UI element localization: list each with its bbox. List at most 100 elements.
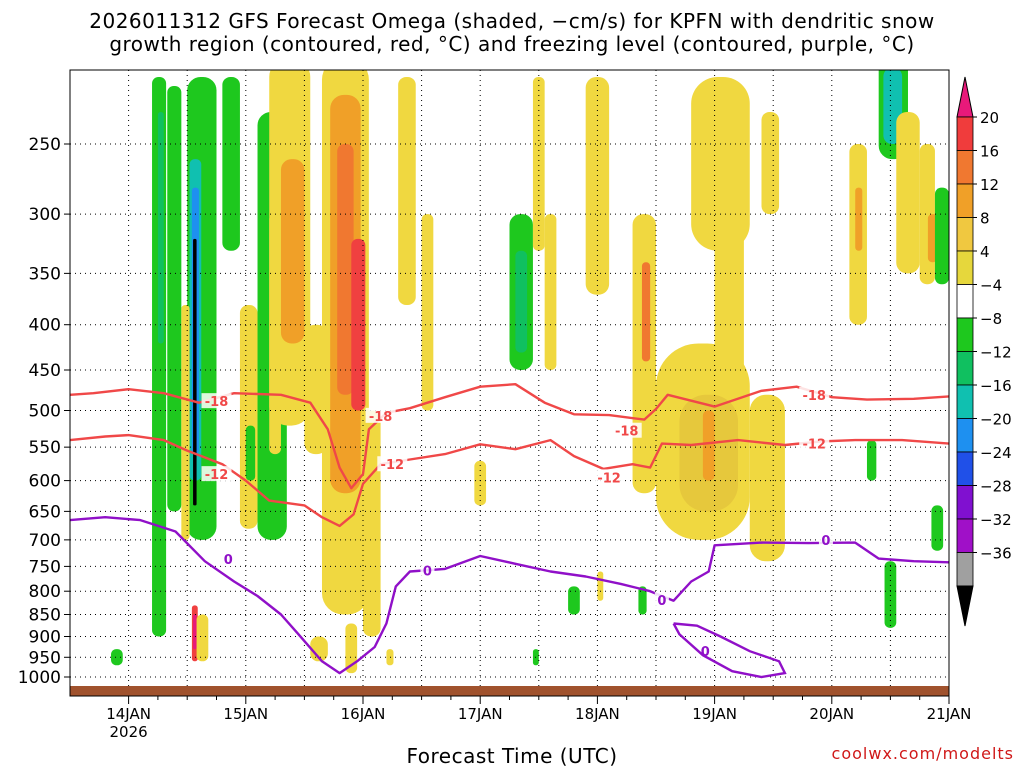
colorbar-segment (956, 518, 974, 553)
colorbar-label: 8 (980, 210, 990, 228)
pressure-axis: 2503003504004505005506006507007508008509… (18, 135, 70, 688)
omega-cell (691, 76, 750, 251)
pressure-tick-label: 400 (29, 316, 61, 336)
omega-cell (568, 586, 580, 615)
contour-line (70, 383, 949, 490)
contour-label: -12 (205, 468, 229, 483)
omega-cell (866, 440, 877, 481)
omega-cell (896, 111, 920, 274)
omega-cell (280, 159, 305, 344)
contour-label-bg (799, 435, 830, 451)
omega-cell (714, 214, 744, 395)
contour-label: -18 (802, 389, 826, 404)
colorbar-segment (956, 351, 974, 386)
colorbar-segment (956, 217, 974, 252)
omega-cell (934, 187, 949, 285)
colorbar-label: −8 (980, 310, 1002, 328)
strong-ascent-core (193, 238, 197, 506)
omega-cell (855, 187, 863, 251)
contour-line (70, 516, 949, 675)
omega-cell (245, 425, 256, 481)
chart-title-line-1: 2026011312 GFS Forecast Omega (shaded, −… (89, 9, 935, 33)
colorbar-label: −4 (980, 277, 1002, 295)
colorbar-label: −20 (980, 411, 1012, 429)
contour-label-bg (201, 393, 232, 409)
omega-cell (702, 410, 715, 481)
time-tick-sublabel: 2026 (110, 723, 148, 741)
colorbar-segment (956, 76, 974, 118)
time-tick-label: 18JAN (575, 705, 620, 723)
contour-label-bg (818, 531, 833, 547)
omega-cell (544, 214, 557, 370)
pressure-tick-label: 800 (29, 582, 61, 602)
contour-label: -12 (597, 471, 621, 486)
pressure-tick-label: 950 (29, 648, 61, 668)
omega-cell (398, 76, 416, 305)
colorbar-segment (956, 116, 974, 151)
omega-cell (239, 304, 258, 529)
colorbar-segment (956, 183, 974, 218)
colorbar-label: −24 (980, 444, 1012, 462)
pressure-tick-label: 250 (29, 135, 61, 155)
pressure-tick-label: 500 (29, 402, 61, 422)
contour-label-bg (611, 422, 642, 438)
contour-label: 0 (224, 553, 233, 568)
contour-label: -18 (205, 395, 229, 410)
terrain-ground-strip (70, 686, 949, 696)
omega-cell (386, 649, 394, 666)
omega-cell (749, 394, 785, 562)
colorbar-segment (956, 451, 974, 486)
contour-label-bg (201, 466, 232, 482)
omega-cell (641, 262, 651, 362)
colorbar-label: −12 (980, 344, 1012, 362)
omega-cell (337, 144, 354, 395)
pressure-tick-label: 550 (29, 438, 61, 458)
pressure-tick-label: 650 (29, 502, 61, 522)
contour-line (70, 433, 949, 528)
colorbar-label: 16 (980, 143, 999, 161)
omega-cell (532, 76, 545, 251)
omega-cell (310, 636, 328, 662)
omega-cell (761, 111, 780, 215)
contour-label-bg (654, 591, 669, 607)
time-tick-label: 17JAN (458, 705, 503, 723)
contour-label: 0 (657, 594, 666, 609)
colorbar-label: −16 (980, 377, 1012, 395)
pressure-tick-label: 600 (29, 472, 61, 492)
colorbar-segment (956, 250, 974, 285)
time-tick-label: 14JAN (106, 705, 151, 723)
time-tick-label: 19JAN (692, 705, 737, 723)
omega-cell (363, 410, 381, 637)
colorbar-label: 20 (980, 109, 999, 127)
contour-label-bg (799, 386, 830, 402)
contour-label: -12 (802, 438, 826, 453)
colorbar-segment (956, 585, 974, 627)
colorbar-label: 4 (980, 243, 990, 261)
pressure-tick-label: 700 (29, 531, 61, 551)
contour-label-bg (221, 551, 236, 567)
time-tick-label: 20JAN (809, 705, 854, 723)
colorbar-label: 12 (980, 176, 999, 194)
pressure-tick-label: 350 (29, 264, 61, 284)
temperature-contours: -18 -18 -18 -18 -12 -12 -12 -12 0 0 0 0 0 (70, 383, 949, 679)
pressure-tick-label: 450 (29, 361, 61, 381)
contour-label-bg (420, 562, 435, 578)
pressure-tick-label: 1000 (18, 668, 61, 688)
pressure-tick-label: 300 (29, 205, 61, 225)
contour-label-bg (377, 456, 408, 472)
colorbar-segment (956, 384, 974, 419)
chart-title-line-2: growth region (contoured, red, °C) and f… (109, 32, 915, 56)
pressure-tick-label: 750 (29, 557, 61, 577)
colorbar-segment (956, 317, 974, 352)
x-axis-title: Forecast Time (UTC) (406, 744, 618, 768)
contour-label-bg (594, 469, 625, 485)
contour-label: 0 (701, 645, 710, 660)
omega-cell (157, 111, 164, 344)
omega-cell (515, 250, 528, 353)
time-tick-label: 15JAN (223, 705, 268, 723)
colorbar-segment (956, 552, 974, 587)
omega-cell (931, 505, 944, 551)
colorbar-label: −28 (980, 478, 1012, 496)
